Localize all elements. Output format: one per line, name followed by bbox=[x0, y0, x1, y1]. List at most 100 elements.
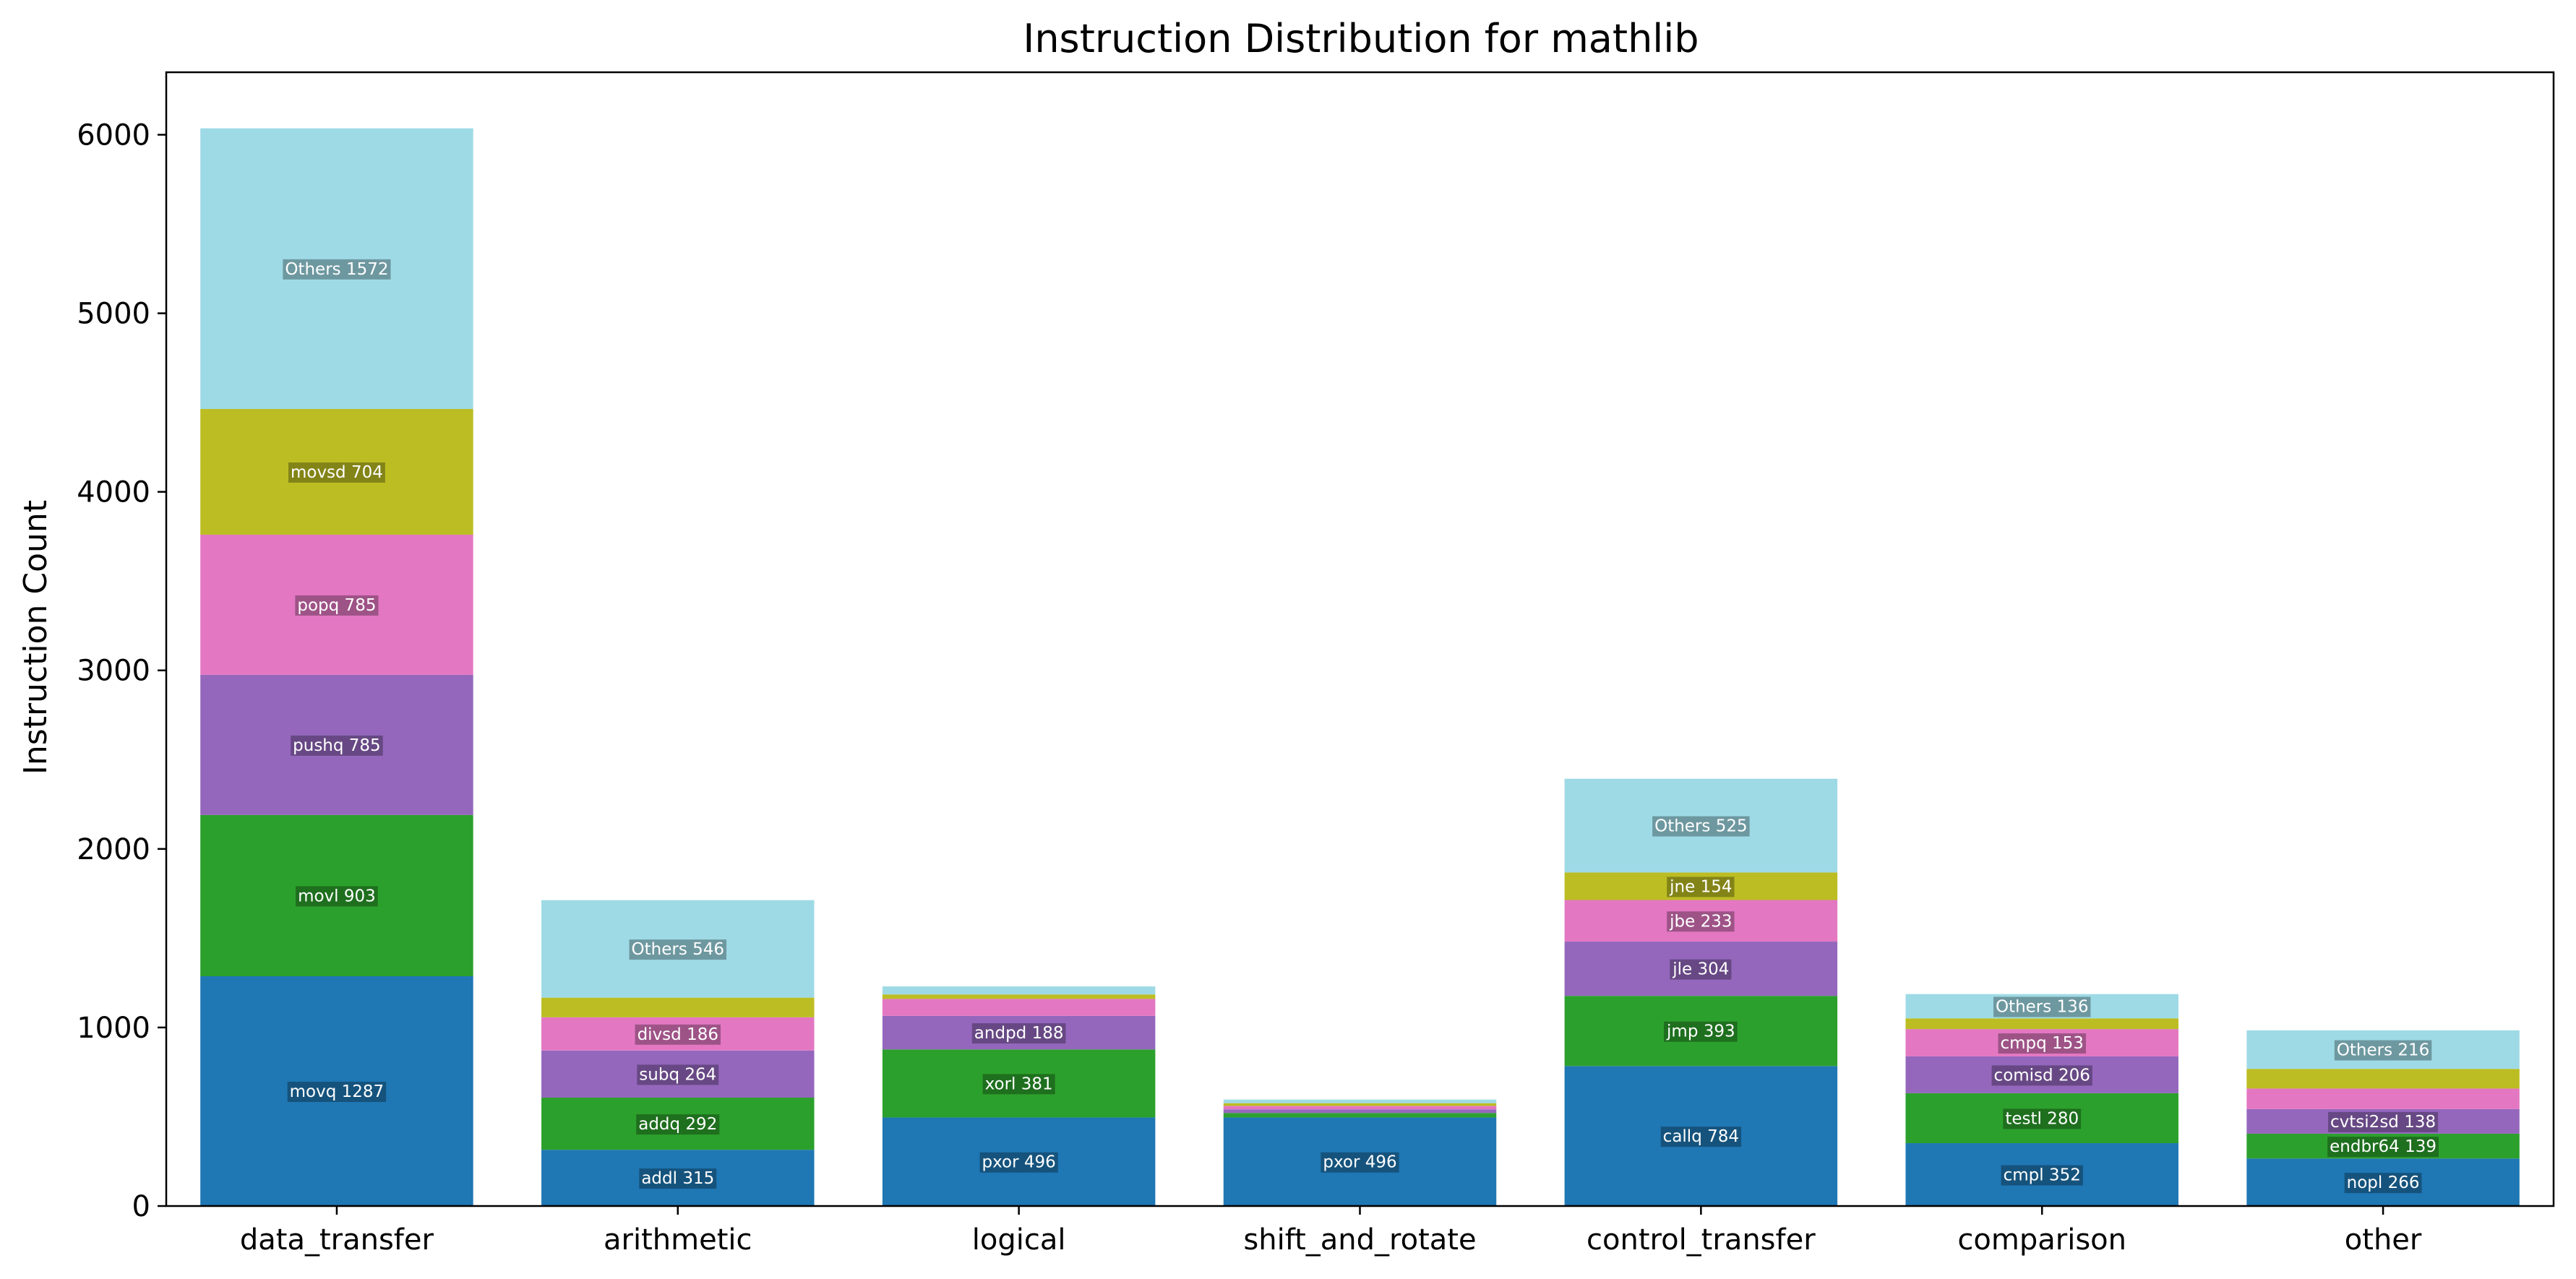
svg-text:movq 1287: movq 1287 bbox=[290, 1082, 385, 1101]
segment-label-other-5: Others 216 bbox=[2334, 1040, 2432, 1061]
svg-text:andpd 188: andpd 188 bbox=[974, 1024, 1064, 1043]
svg-text:pxor 496: pxor 496 bbox=[982, 1153, 1056, 1172]
svg-text:addq 292: addq 292 bbox=[638, 1115, 717, 1134]
bar-segment-logical-1 bbox=[882, 1049, 1156, 1118]
bar-segment-control_transfer-5 bbox=[1564, 778, 1838, 873]
svg-text:nopl 266: nopl 266 bbox=[2347, 1174, 2420, 1192]
svg-text:Others 216: Others 216 bbox=[2337, 1041, 2430, 1060]
bar-segment-arithmetic-4 bbox=[541, 997, 815, 1017]
segment-labels-layer: movq 1287 movl 903 pushq 785 popq 785 movsd … bbox=[283, 259, 2439, 1194]
x-tick-label-logical: logical bbox=[972, 1223, 1066, 1257]
bar-segment-arithmetic-1 bbox=[541, 1098, 815, 1150]
segment-label-arithmetic-5: Others 546 bbox=[629, 939, 727, 960]
segment-label-logical-1: xorl 381 bbox=[982, 1074, 1055, 1095]
bars-layer bbox=[200, 128, 2520, 1206]
bar-segment-data_transfer-0 bbox=[200, 976, 473, 1206]
segment-label-data_transfer-5: Others 1572 bbox=[283, 259, 391, 280]
svg-text:xorl 381: xorl 381 bbox=[985, 1075, 1053, 1093]
svg-text:movl 903: movl 903 bbox=[298, 887, 376, 905]
bar-segment-data_transfer-3 bbox=[200, 534, 473, 675]
segment-label-data_transfer-3: popq 785 bbox=[295, 595, 379, 616]
bar-segment-arithmetic-3 bbox=[541, 1017, 815, 1051]
svg-text:endbr64 139: endbr64 139 bbox=[2330, 1137, 2437, 1156]
segment-label-other-0: nopl 266 bbox=[2344, 1173, 2422, 1194]
segment-label-data_transfer-4: movsd 704 bbox=[288, 462, 385, 483]
segment-label-data_transfer-0: movq 1287 bbox=[287, 1081, 387, 1102]
bar-segment-other-0 bbox=[2246, 1158, 2520, 1206]
bar-segment-other-4 bbox=[2246, 1069, 2520, 1089]
svg-text:jne 154: jne 154 bbox=[1669, 877, 1732, 896]
x-tick-label-data_transfer: data_transfer bbox=[240, 1223, 434, 1257]
segment-label-shift_and_rotate-0: pxor 496 bbox=[1321, 1152, 1399, 1173]
segment-label-comparison-2: comisd 206 bbox=[1991, 1065, 2092, 1086]
bar-segment-control_transfer-1 bbox=[1564, 996, 1838, 1067]
chart-title: Instruction Distribution for mathlib bbox=[1023, 16, 1699, 61]
bar-segment-other-2 bbox=[2246, 1108, 2520, 1134]
segment-label-control_transfer-2: jle 304 bbox=[1670, 959, 1732, 980]
svg-text:divsd 186: divsd 186 bbox=[637, 1025, 718, 1044]
segment-label-other-2: cvtsi2sd 138 bbox=[2328, 1111, 2439, 1132]
svg-text:cmpq 153: cmpq 153 bbox=[2000, 1034, 2083, 1053]
segment-label-control_transfer-5: Others 525 bbox=[1652, 816, 1750, 837]
y-tick-label-2000: 2000 bbox=[77, 833, 150, 866]
bar-segment-logical-5 bbox=[882, 986, 1156, 995]
bar-segment-control_transfer-0 bbox=[1564, 1066, 1838, 1206]
bar-segment-arithmetic-2 bbox=[541, 1050, 815, 1098]
bar-segment-other-1 bbox=[2246, 1133, 2520, 1159]
svg-text:popq 785: popq 785 bbox=[297, 596, 376, 615]
bar-segment-other-5 bbox=[2246, 1030, 2520, 1069]
bar-segment-arithmetic-5 bbox=[541, 900, 815, 998]
bar-segment-comparison-0 bbox=[1905, 1143, 2178, 1206]
segment-label-comparison-5: Others 136 bbox=[1993, 996, 2091, 1017]
svg-text:Others 136: Others 136 bbox=[1996, 998, 2089, 1017]
bar-segment-shift_and_rotate-5 bbox=[1223, 1099, 1497, 1103]
bar-segment-shift_and_rotate-0 bbox=[1223, 1117, 1497, 1206]
svg-text:comisd 206: comisd 206 bbox=[1994, 1066, 2090, 1085]
svg-text:jle 304: jle 304 bbox=[1672, 960, 1729, 979]
segment-label-other-1: endbr64 139 bbox=[2327, 1137, 2439, 1158]
y-tick-label-5000: 5000 bbox=[77, 298, 150, 331]
bar-segment-logical-3 bbox=[882, 999, 1156, 1016]
x-tick-label-other: other bbox=[2345, 1223, 2422, 1257]
bar-segment-shift_and_rotate-1 bbox=[1223, 1113, 1497, 1118]
segment-label-logical-2: andpd 188 bbox=[971, 1023, 1066, 1044]
segment-label-data_transfer-2: pushq 785 bbox=[291, 735, 383, 756]
y-tick-label-0: 0 bbox=[132, 1190, 150, 1223]
svg-text:Others 525: Others 525 bbox=[1654, 817, 1748, 836]
segment-label-arithmetic-3: divsd 186 bbox=[635, 1024, 721, 1045]
x-tick-label-shift_and_rotate: shift_and_rotate bbox=[1243, 1223, 1476, 1257]
y-axis-label: Instruction Count bbox=[17, 500, 54, 775]
svg-text:cvtsi2sd 138: cvtsi2sd 138 bbox=[2330, 1113, 2436, 1132]
y-tick-label-1000: 1000 bbox=[77, 1012, 150, 1045]
bar-segment-shift_and_rotate-3 bbox=[1223, 1106, 1497, 1110]
svg-text:jbe 233: jbe 233 bbox=[1669, 912, 1732, 931]
segment-label-logical-0: pxor 496 bbox=[979, 1152, 1058, 1173]
x-tick-label-arithmetic: arithmetic bbox=[604, 1223, 752, 1257]
svg-text:movsd 704: movsd 704 bbox=[291, 463, 383, 482]
bar-segment-control_transfer-4 bbox=[1564, 872, 1838, 900]
y-tick-label-4000: 4000 bbox=[77, 476, 150, 509]
svg-text:jmp 393: jmp 393 bbox=[1666, 1022, 1735, 1041]
svg-text:Others 546: Others 546 bbox=[632, 940, 725, 959]
bar-segment-control_transfer-2 bbox=[1564, 942, 1838, 996]
x-tick-label-control_transfer: control_transfer bbox=[1587, 1223, 1816, 1257]
y-tick-label-3000: 3000 bbox=[77, 655, 150, 688]
bar-segment-data_transfer-2 bbox=[200, 674, 473, 815]
svg-text:Others 1572: Others 1572 bbox=[285, 260, 388, 279]
svg-text:testl 280: testl 280 bbox=[2005, 1109, 2079, 1128]
bar-segment-comparison-3 bbox=[1905, 1029, 2178, 1056]
bar-segment-other-3 bbox=[2246, 1088, 2520, 1109]
bar-segment-data_transfer-4 bbox=[200, 409, 473, 535]
bar-segment-logical-0 bbox=[882, 1117, 1156, 1206]
svg-text:cmpl 352: cmpl 352 bbox=[2004, 1166, 2081, 1185]
bar-segment-logical-2 bbox=[882, 1015, 1156, 1050]
bar-segment-comparison-2 bbox=[1905, 1056, 2178, 1093]
svg-text:callq 784: callq 784 bbox=[1663, 1127, 1739, 1146]
bar-segment-comparison-5 bbox=[1905, 994, 2178, 1019]
bar-segment-comparison-1 bbox=[1905, 1093, 2178, 1144]
segment-label-control_transfer-4: jne 154 bbox=[1667, 877, 1735, 897]
svg-text:addl 315: addl 315 bbox=[641, 1169, 714, 1188]
segment-label-control_transfer-3: jbe 233 bbox=[1667, 911, 1735, 932]
bar-segment-data_transfer-5 bbox=[200, 128, 473, 410]
